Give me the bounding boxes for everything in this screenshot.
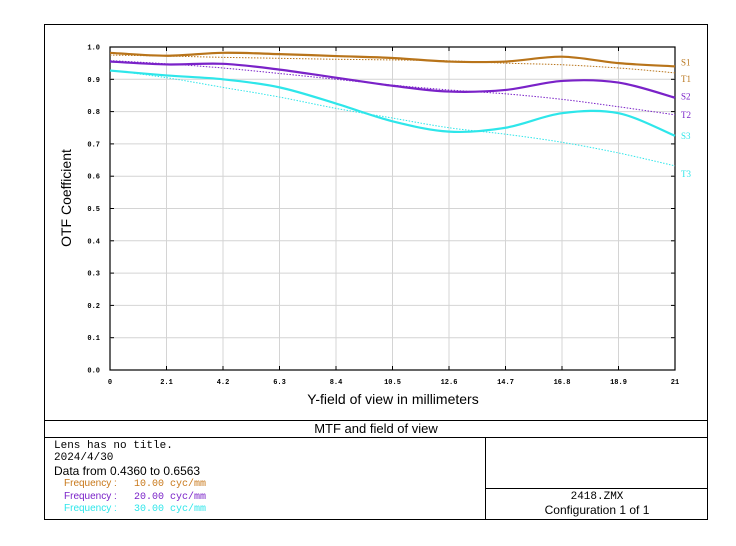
series-line-s1 bbox=[109, 51, 676, 68]
x-tick-label: 6.3 bbox=[273, 379, 286, 387]
x-tick-label: 4.2 bbox=[217, 379, 230, 387]
y-tick-label: 0.8 bbox=[87, 109, 100, 117]
series-lines bbox=[109, 51, 676, 167]
series-label-t3: T3 bbox=[681, 169, 691, 179]
x-tick-label: 10.5 bbox=[384, 379, 401, 387]
lens-title: Lens has no title. bbox=[54, 440, 173, 452]
x-tick-label: 8.4 bbox=[330, 379, 343, 387]
data-range: Data from 0.4360 to 0.6563 bbox=[54, 464, 201, 478]
y-tick-label: 0.2 bbox=[87, 303, 100, 311]
chart-frame bbox=[44, 24, 708, 520]
y-tick-label: 0.6 bbox=[87, 174, 100, 182]
x-tick-label: 14.7 bbox=[497, 379, 514, 387]
y-tick-label: 0.4 bbox=[87, 238, 100, 246]
series-label-t1: T1 bbox=[681, 74, 691, 84]
frequency-list: Frequency : 10.00 cyc/mm Frequency : 20.00… bbox=[54, 478, 485, 516]
frequency-label: Frequency : bbox=[64, 478, 117, 489]
y-tick-label: 0.5 bbox=[87, 206, 100, 214]
series-line-s3 bbox=[109, 69, 676, 137]
x-axis-label: Y-field of view in millimeters bbox=[307, 391, 478, 407]
date: 2024/4/30 bbox=[54, 452, 114, 464]
frequency-row: Frequency : 20.00 cyc/mm bbox=[54, 491, 485, 504]
x-tick-label: 21 bbox=[671, 379, 679, 387]
frequency-label: Frequency : bbox=[64, 503, 117, 514]
series-label-t2: T2 bbox=[681, 110, 691, 120]
y-tick-label: 1.0 bbox=[87, 45, 100, 53]
frequency-row: Frequency : 10.00 cyc/mm bbox=[54, 478, 485, 491]
y-tick-label: 0.3 bbox=[87, 271, 100, 279]
series-labels: S1 T1 S2 T2 S3 T3 bbox=[681, 57, 691, 178]
series-label-s3: S3 bbox=[681, 131, 691, 141]
y-tick-label: 0.9 bbox=[87, 77, 100, 85]
frequency-value: 10.00 cyc/mm bbox=[134, 479, 207, 490]
info-panel: Lens has no title. 2024/4/30 Data from 0… bbox=[44, 438, 486, 520]
frequency-value: 30.00 cyc/mm bbox=[134, 504, 207, 515]
series-line-t2 bbox=[109, 60, 676, 116]
y-tick-label: 0.1 bbox=[87, 335, 100, 343]
series-line-t3 bbox=[109, 69, 676, 167]
x-tick-label: 2.1 bbox=[160, 379, 173, 387]
ticks: 0 2.1 4.2 6.3 8.4 10.5 12.6 14.7 16.8 18.9 21 0.0 0.… bbox=[87, 45, 679, 388]
grid bbox=[109, 46, 676, 371]
y-tick-label: 0.7 bbox=[87, 141, 100, 149]
series-label-s1: S1 bbox=[681, 57, 691, 67]
configuration: Configuration 1 of 1 bbox=[544, 503, 650, 517]
file-info: 2418.ZMX Configuration 1 of 1 bbox=[486, 489, 708, 520]
y-tick-label: 0.0 bbox=[87, 368, 100, 376]
mtf-chart: 0 2.1 4.2 6.3 8.4 10.5 12.6 14.7 16.8 18.9 21 0.0 0.… bbox=[58, 45, 691, 408]
frequency-label: Frequency : bbox=[64, 490, 117, 502]
x-tick-label: 0 bbox=[108, 379, 112, 387]
x-tick-label: 12.6 bbox=[441, 379, 458, 387]
x-tick-label: 16.8 bbox=[554, 379, 571, 387]
x-tick-label: 18.9 bbox=[610, 379, 627, 387]
file-name: 2418.ZMX bbox=[570, 491, 624, 503]
y-axis-label: OTF Coefficient bbox=[58, 149, 74, 247]
info-right-blank bbox=[486, 438, 708, 489]
chart-title: MTF and field of view bbox=[44, 420, 708, 438]
series-line-s2 bbox=[109, 60, 676, 99]
frequency-row: Frequency : 30.00 cyc/mm bbox=[54, 503, 485, 516]
frequency-value: 20.00 cyc/mm bbox=[134, 491, 207, 503]
series-label-s2: S2 bbox=[681, 92, 691, 102]
series-line-t1 bbox=[109, 54, 676, 74]
